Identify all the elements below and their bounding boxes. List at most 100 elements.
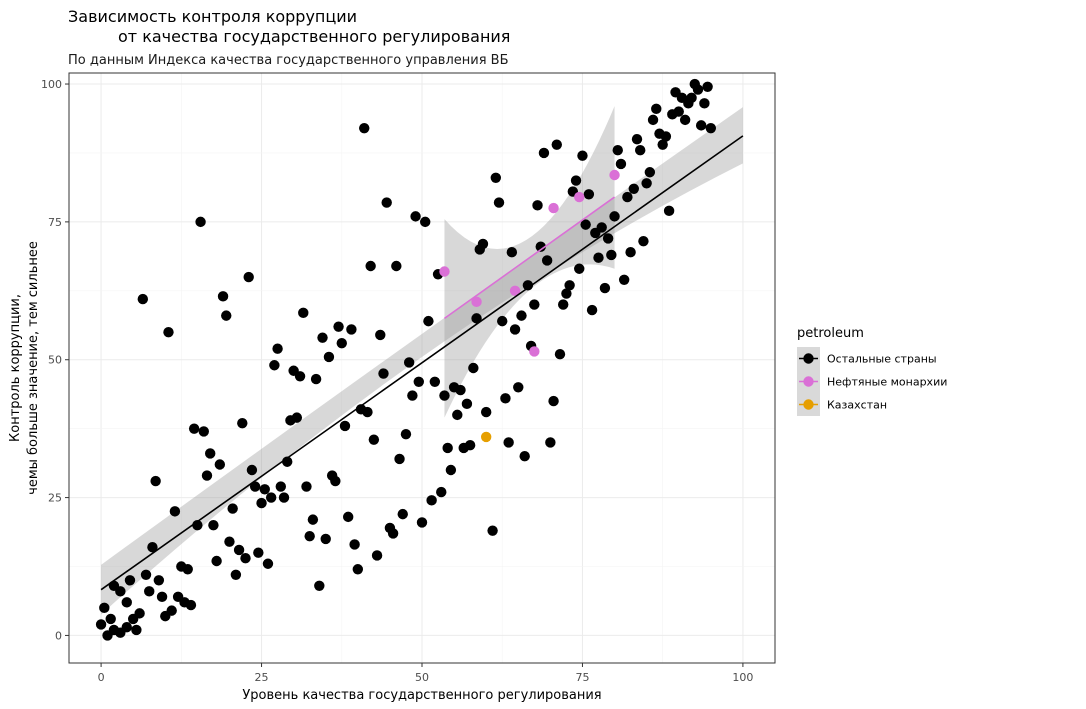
data-point — [519, 451, 530, 462]
data-point — [269, 360, 280, 371]
data-point — [391, 260, 402, 272]
data-point — [695, 120, 707, 131]
data-point — [237, 417, 248, 429]
data-point — [660, 131, 672, 142]
data-point — [416, 517, 428, 528]
data-point — [631, 133, 643, 145]
legend-title: petroleum — [797, 326, 864, 341]
data-point — [144, 586, 155, 597]
y-tick-label: 0 — [55, 629, 62, 642]
data-point — [394, 453, 405, 465]
data-point — [362, 406, 373, 418]
legend: petroleum Остальные страны Нефтяные монар… — [797, 326, 947, 416]
data-point — [205, 448, 216, 459]
data-point — [95, 619, 107, 630]
data-point — [442, 442, 453, 454]
data-point — [301, 481, 312, 492]
data-point — [480, 431, 492, 443]
data-point — [622, 191, 633, 203]
data-point — [480, 406, 492, 418]
data-point — [156, 591, 168, 603]
data-point — [182, 564, 193, 575]
data-point — [574, 191, 585, 203]
y-tick-label: 75 — [48, 216, 62, 229]
data-point — [529, 346, 540, 357]
data-point — [609, 211, 620, 222]
data-point — [147, 542, 158, 553]
data-point — [545, 437, 556, 448]
data-point — [679, 114, 691, 126]
y-axis-title-line1: Контроль коррупции, — [8, 294, 23, 442]
data-point — [420, 216, 431, 228]
data-point — [509, 324, 521, 335]
data-point — [153, 575, 165, 586]
y-tick-label: 50 — [48, 354, 62, 367]
data-point — [137, 293, 149, 305]
data-point — [240, 553, 251, 564]
data-point — [612, 144, 623, 156]
data-point — [124, 575, 136, 586]
data-point — [596, 222, 607, 233]
data-point — [439, 266, 450, 277]
data-point — [272, 343, 283, 354]
data-point — [522, 280, 534, 291]
data-point — [663, 205, 675, 217]
data-point — [651, 103, 662, 115]
data-point — [333, 321, 344, 332]
data-point — [535, 241, 546, 252]
data-point — [256, 497, 267, 509]
data-point — [699, 98, 710, 109]
data-point — [169, 506, 181, 517]
data-point — [185, 599, 197, 611]
data-point — [452, 409, 463, 421]
data-point — [583, 189, 595, 200]
data-point — [445, 464, 457, 476]
data-point — [346, 324, 357, 335]
data-point — [294, 371, 306, 382]
data-point — [403, 357, 415, 368]
data-point — [150, 475, 161, 487]
data-point — [477, 238, 489, 250]
data-point — [429, 376, 441, 387]
data-point — [195, 216, 206, 228]
data-point — [686, 92, 697, 104]
data-point — [490, 172, 502, 183]
data-point — [461, 398, 473, 410]
data-point — [381, 197, 392, 208]
data-point — [342, 511, 354, 523]
data-point — [548, 395, 559, 407]
data-point — [211, 555, 222, 567]
data-point — [243, 271, 254, 283]
data-point — [221, 310, 232, 321]
data-point — [509, 285, 521, 297]
data-point — [464, 439, 476, 451]
data-point — [227, 503, 238, 514]
data-point — [265, 492, 277, 503]
data-point — [201, 470, 213, 481]
legend-key-point — [803, 376, 814, 387]
data-point — [471, 296, 482, 308]
data-point — [121, 597, 132, 608]
data-point — [436, 486, 447, 498]
data-point — [278, 492, 290, 503]
data-point — [410, 211, 421, 222]
data-point — [586, 304, 598, 316]
trend-line — [100, 135, 744, 591]
data-point — [368, 434, 380, 445]
data-point — [198, 426, 209, 437]
chart-subtitle: По данным Индекса качества государственн… — [68, 53, 509, 68]
data-point — [134, 608, 145, 619]
data-point — [304, 530, 315, 542]
data-point — [541, 255, 553, 266]
data-points — [95, 78, 717, 641]
data-point — [570, 175, 582, 186]
data-point — [298, 307, 309, 319]
data-point — [692, 84, 704, 95]
data-point — [188, 423, 200, 434]
data-point — [121, 621, 132, 633]
data-point — [426, 495, 437, 506]
data-point — [618, 274, 630, 285]
data-point — [641, 178, 652, 189]
data-point — [564, 280, 575, 291]
